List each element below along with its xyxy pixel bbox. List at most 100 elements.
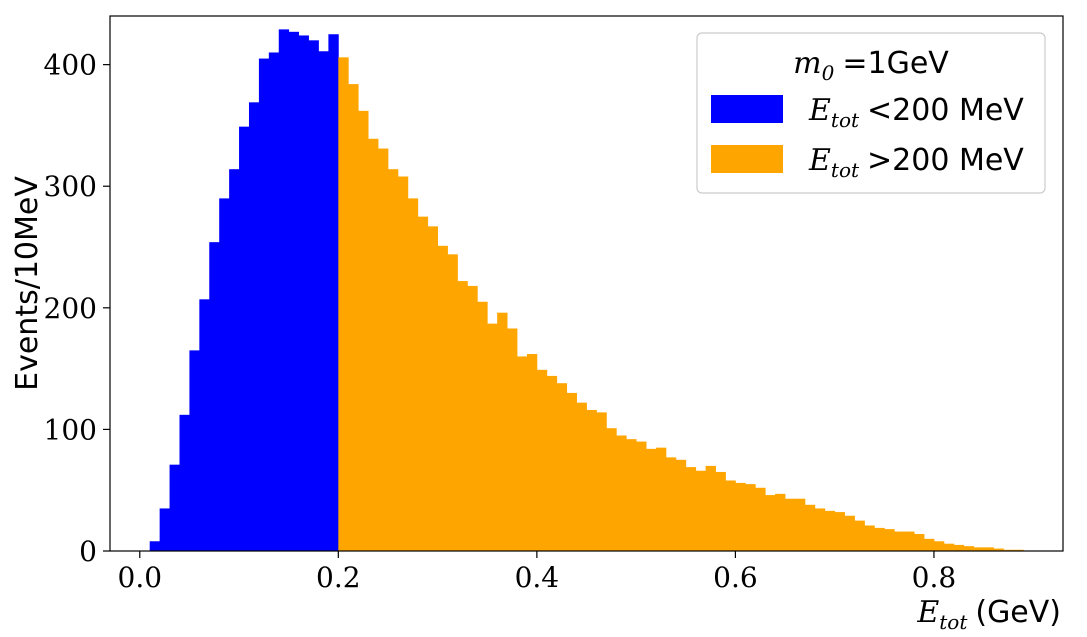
histogram-bar-s1-14 xyxy=(477,301,488,551)
histogram-bar-s1-66 xyxy=(993,548,1004,551)
histogram-bar-s1-60 xyxy=(933,541,945,551)
legend-entry-1-sub: tot xyxy=(831,158,860,182)
histogram-bar-s1-49 xyxy=(824,510,836,552)
legend-entry-0-sub: tot xyxy=(831,108,860,132)
y-axis-title: Events/10MeV xyxy=(10,176,45,391)
histogram-bar-s1-35 xyxy=(685,467,697,551)
histogram-bar-s1-68 xyxy=(1013,549,1024,551)
histogram-bar-s1-33 xyxy=(665,457,677,552)
histogram-bar-s1-2 xyxy=(358,110,369,551)
histogram-bar-s1-64 xyxy=(973,547,984,551)
histogram-bar-s1-62 xyxy=(953,544,965,551)
legend-entry-1-rest: >200 MeV xyxy=(867,143,1024,178)
histogram-bar-s1-39 xyxy=(725,480,736,551)
histogram-bar-s0-10 xyxy=(239,126,250,552)
x-axis-title-unit: (GeV) xyxy=(975,595,1061,630)
histogram-bar-s0-16 xyxy=(298,35,309,551)
histogram-bar-s0-9 xyxy=(229,169,240,551)
histogram-bar-s0-15 xyxy=(288,31,300,552)
histogram-bar-s1-36 xyxy=(695,470,707,551)
histogram-bar-s1-43 xyxy=(765,495,776,551)
histogram-bar-s1-52 xyxy=(854,520,865,551)
histogram-bar-s1-16 xyxy=(497,312,508,551)
y-tick-label: 300 xyxy=(44,170,97,203)
histogram-bar-s0-1 xyxy=(149,541,161,551)
histogram-bar-s1-61 xyxy=(943,543,955,551)
x-axis-title: Etot (GeV) xyxy=(916,595,1061,634)
y-tick-label: 0 xyxy=(79,535,97,568)
histogram-bar-s1-42 xyxy=(755,487,766,551)
histogram-bar-s1-67 xyxy=(1003,549,1014,551)
x-axis-title-var: E xyxy=(916,595,939,630)
histogram-bar-s0-3 xyxy=(169,464,180,551)
histogram-bar-s1-29 xyxy=(626,439,637,551)
histogram-bar-s0-5 xyxy=(189,350,200,552)
histogram-bar-s1-59 xyxy=(924,538,935,551)
y-axis-ticks: 0 100 200 300 400 xyxy=(44,49,110,568)
histogram-bar-s1-54 xyxy=(874,527,885,551)
histogram-bar-s1-58 xyxy=(914,533,925,551)
histogram-bar-s1-38 xyxy=(715,471,726,551)
histogram-bar-s1-24 xyxy=(576,402,587,551)
x-tick-label: 0.8 xyxy=(912,561,957,594)
histogram-bar-s0-13 xyxy=(268,52,280,551)
histogram-bar-s1-11 xyxy=(447,254,458,551)
histogram-bar-s1-27 xyxy=(606,428,617,551)
x-tick-label: 0.6 xyxy=(713,561,758,594)
legend: m0 =1GeV Etot <200 MeV Etot >200 MeV xyxy=(696,32,1046,194)
histogram-bar-s1-34 xyxy=(675,459,687,551)
histogram-bar-s0-12 xyxy=(258,58,270,552)
legend-entry-1-var: E xyxy=(808,143,831,178)
histogram-bar-s1-40 xyxy=(735,482,746,551)
histogram-bar-s0-14 xyxy=(278,29,290,552)
histogram-bar-s1-31 xyxy=(646,448,657,551)
histogram-bar-s1-57 xyxy=(904,531,915,551)
legend-entry-above-200: Etot >200 MeV xyxy=(808,143,1024,182)
legend-title-rest: =1GeV xyxy=(842,46,949,81)
y-tick-label: 400 xyxy=(44,49,97,82)
legend-entry-0-rest: <200 MeV xyxy=(867,93,1024,128)
x-tick-label: 0.2 xyxy=(316,561,361,594)
histogram-bar-s1-12 xyxy=(457,281,468,551)
histogram-bar-s1-6 xyxy=(397,176,409,551)
histogram-bar-s1-26 xyxy=(596,412,607,551)
histogram-bar-s1-56 xyxy=(894,531,905,551)
histogram-bar-s1-63 xyxy=(963,546,975,551)
legend-box xyxy=(696,32,1046,194)
histogram-bar-s0-19 xyxy=(328,34,339,552)
y-tick-label: 100 xyxy=(44,413,97,446)
histogram-bar-s1-51 xyxy=(844,515,855,551)
histogram-bar-s0-11 xyxy=(248,102,260,551)
histogram-bar-s0-8 xyxy=(219,198,230,551)
histogram-bar-s1-48 xyxy=(814,508,826,551)
histogram-bar-s1-47 xyxy=(804,504,816,551)
histogram-bar-s1-55 xyxy=(884,529,895,551)
histogram-bar-s1-32 xyxy=(655,447,667,551)
legend-title: m0 =1GeV xyxy=(793,46,949,85)
histogram-bar-s1-1 xyxy=(348,84,359,551)
histogram-bar-s1-23 xyxy=(566,392,577,551)
histogram-bar-s1-46 xyxy=(794,498,806,551)
histogram-bar-s0-2 xyxy=(159,508,170,551)
histogram-bar-s1-37 xyxy=(705,465,716,551)
plot-frame xyxy=(109,15,1064,552)
histogram-bar-s1-9 xyxy=(427,226,438,551)
histogram-bar-s1-5 xyxy=(387,169,399,551)
histogram-bar-s1-22 xyxy=(556,383,568,551)
histogram-bar-s1-4 xyxy=(378,148,389,551)
legend-swatch-above-200 xyxy=(711,145,783,173)
legend-title-var: m xyxy=(793,46,821,81)
histogram-bar-s1-20 xyxy=(536,369,548,551)
histogram-bar-s1-15 xyxy=(487,323,498,552)
histogram-bar-s1-41 xyxy=(745,484,756,552)
histogram-bar-s1-18 xyxy=(517,356,528,551)
histogram-bar-s1-28 xyxy=(616,435,627,551)
histogram-bar-s0-18 xyxy=(318,51,329,551)
histogram-bar-s1-8 xyxy=(417,216,429,552)
legend-title-sub: 0 xyxy=(822,61,835,85)
histogram-bar-s1-13 xyxy=(467,285,478,551)
histogram-bar-s1-25 xyxy=(586,409,597,551)
histogram-bar-s1-50 xyxy=(834,512,846,551)
histogram-bar-s1-10 xyxy=(437,245,448,551)
